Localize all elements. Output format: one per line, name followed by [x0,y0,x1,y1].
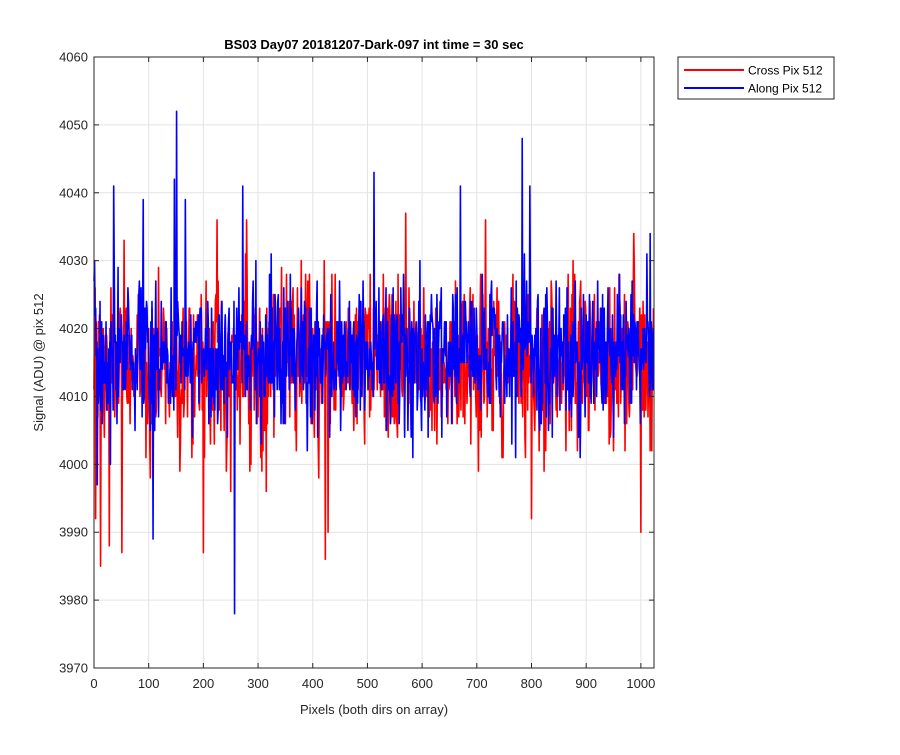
series-line-along-pix-512 [93,110,655,615]
x-tick-label: 600 [411,676,433,691]
y-tick-label: 4030 [59,253,88,268]
y-tick-label: 3970 [59,661,88,676]
x-tick-label: 100 [138,676,160,691]
x-tick-label: 0 [90,676,97,691]
series-layer [93,110,655,615]
y-tick-labels: 3970 3980 3990 4000 4010 4020 4030 4040 4050 4060 [59,50,88,676]
y-tick-label: 4060 [59,50,88,65]
legend: Cross Pix 512 Along Pix 512 [677,56,835,100]
x-tick-label: 300 [247,676,269,691]
legend-label-cross: Cross Pix 512 [748,64,823,78]
legend-label-along: Along Pix 512 [748,82,822,96]
x-tick-label: 400 [302,676,324,691]
y-tick-label: 4040 [59,185,88,200]
chart-title: BS03 Day07 20181207-Dark-097 int time = … [224,37,524,52]
y-tick-label: 3990 [59,525,88,540]
x-tick-label: 500 [357,676,379,691]
x-tick-label: 700 [466,676,488,691]
tick-marks [93,56,654,669]
y-tick-label: 4050 [59,117,88,132]
x-tick-label: 900 [575,676,597,691]
y-tick-label: 3980 [59,593,88,608]
y-axis-label: Signal (ADU) @ pix 512 [31,293,46,431]
y-tick-label: 4000 [59,457,88,472]
x-tick-label: 200 [193,676,215,691]
y-tick-label: 4020 [59,321,88,336]
x-tick-label: 800 [521,676,543,691]
y-tick-label: 4010 [59,389,88,404]
x-tick-labels: 0 100 200 300 400 500 600 700 800 900 1000 [90,676,655,691]
x-axis-label: Pixels (both dirs on array) [300,702,448,717]
axes-box [93,56,655,669]
legend-box [677,56,835,100]
x-tick-label: 1000 [626,676,655,691]
